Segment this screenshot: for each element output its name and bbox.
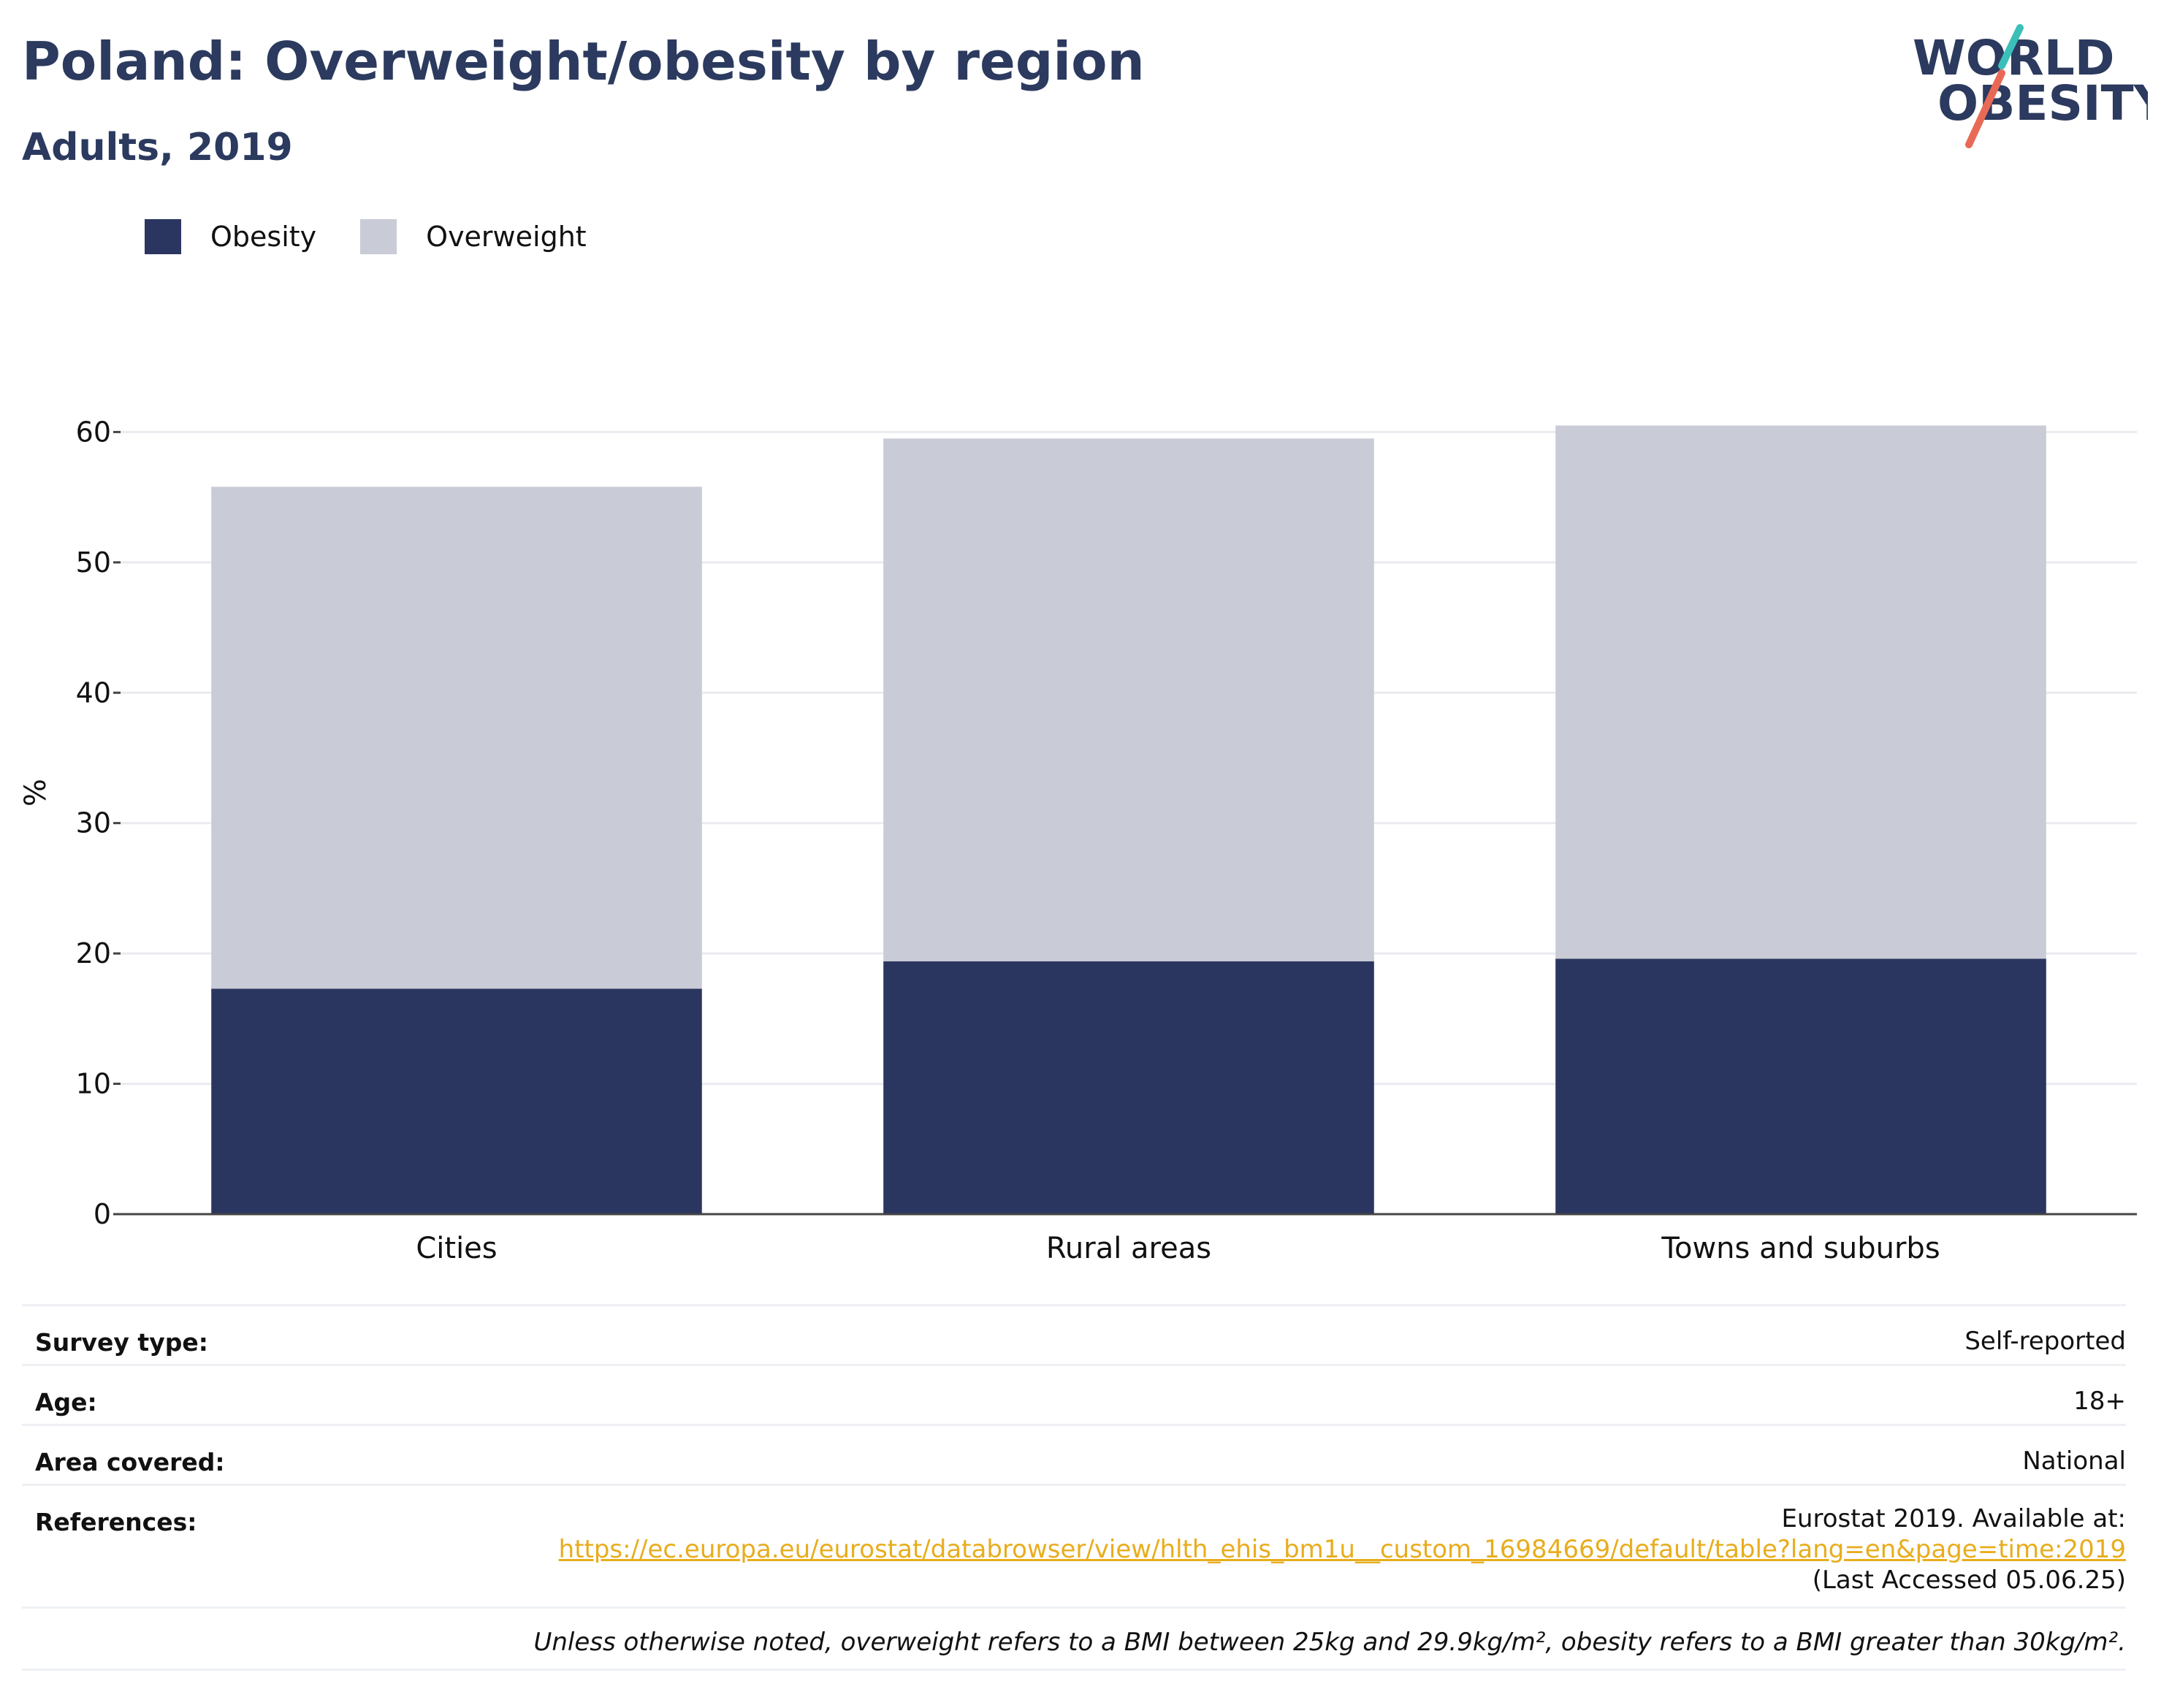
legend-swatch-obesity: [145, 219, 181, 254]
chart-legend: Obesity Overweight: [145, 218, 630, 256]
bmi-definition-note: Unless otherwise noted, overweight refer…: [533, 1628, 2126, 1657]
age-label: Age:: [35, 1388, 97, 1417]
bar-obesity-rural-areas: [883, 961, 1374, 1214]
area-covered-value: National: [2022, 1446, 2126, 1476]
logo-line2: OBESITY: [1937, 75, 2148, 131]
age-value: 18+: [2073, 1387, 2126, 1416]
page-title: Poland: Overweight/obesity by region: [22, 31, 1145, 92]
bar-overweight-cities: [211, 487, 702, 989]
meta-row-note: Unless otherwise noted, overweight refer…: [22, 1606, 2126, 1671]
y-tick-label: 60: [76, 416, 111, 448]
y-axis-label: %: [19, 779, 53, 807]
y-tick-label: 20: [76, 937, 111, 969]
bar-overweight-towns-and-suburbs: [1555, 425, 2046, 959]
references-value: Eurostat 2019. Available at: https://ec.…: [519, 1503, 2126, 1595]
logo-slash-top: [1998, 24, 2024, 69]
area-covered-label: Area covered:: [35, 1448, 225, 1476]
bar-obesity-cities: [211, 988, 702, 1214]
x-tick-label: Cities: [416, 1232, 497, 1265]
meta-row-area: Area covered: National: [22, 1424, 2126, 1486]
bar-overweight-rural-areas: [883, 438, 1374, 961]
tick-labels: 0 10 20 30 40 50 60 Cities Rural areas Towns and …: [76, 416, 1940, 1265]
survey-type-label: Survey type:: [35, 1328, 208, 1357]
world-obesity-logo: WORLD OBESITY: [1913, 24, 2148, 148]
stacked-bar-chart: 0 10 20 30 40 50 60 Cities Rural areas Towns and …: [19, 416, 2137, 1265]
references-link[interactable]: https://ec.europa.eu/eurostat/databrowse…: [558, 1535, 2126, 1564]
meta-row-survey-type: Survey type: Self-reported: [22, 1304, 2126, 1366]
survey-type-value: Self-reported: [1964, 1327, 2126, 1356]
legend-swatch-overweight: [360, 219, 397, 254]
references-suffix: (Last Accessed 05.06.25): [1812, 1566, 2126, 1595]
x-tick-label: Towns and suburbs: [1661, 1232, 1940, 1265]
y-tick-label: 0: [94, 1198, 111, 1230]
y-tick-label: 30: [76, 807, 111, 839]
bars: [211, 425, 2046, 1214]
references-label: References:: [35, 1508, 197, 1536]
metadata-table: Survey type: Self-reported Age: 18+ Area…: [22, 1304, 2126, 1684]
axes: [113, 430, 2137, 1216]
logo-slash-bottom: [1965, 69, 2005, 148]
meta-row-references: References: Eurostat 2019. Available at:…: [22, 1484, 2126, 1609]
bar-obesity-towns-and-suburbs: [1555, 958, 2046, 1214]
page-subtitle: Adults, 2019: [22, 126, 293, 169]
y-tick-label: 40: [76, 676, 111, 709]
x-tick-label: Rural areas: [1046, 1232, 1211, 1265]
legend-label-obesity: Obesity: [210, 221, 317, 253]
legend-label-overweight: Overweight: [426, 221, 587, 253]
meta-row-age: Age: 18+: [22, 1364, 2126, 1426]
y-tick-label: 10: [76, 1068, 111, 1100]
references-prefix: Eurostat 2019. Available at:: [1781, 1504, 2126, 1533]
y-tick-label: 50: [76, 546, 111, 579]
